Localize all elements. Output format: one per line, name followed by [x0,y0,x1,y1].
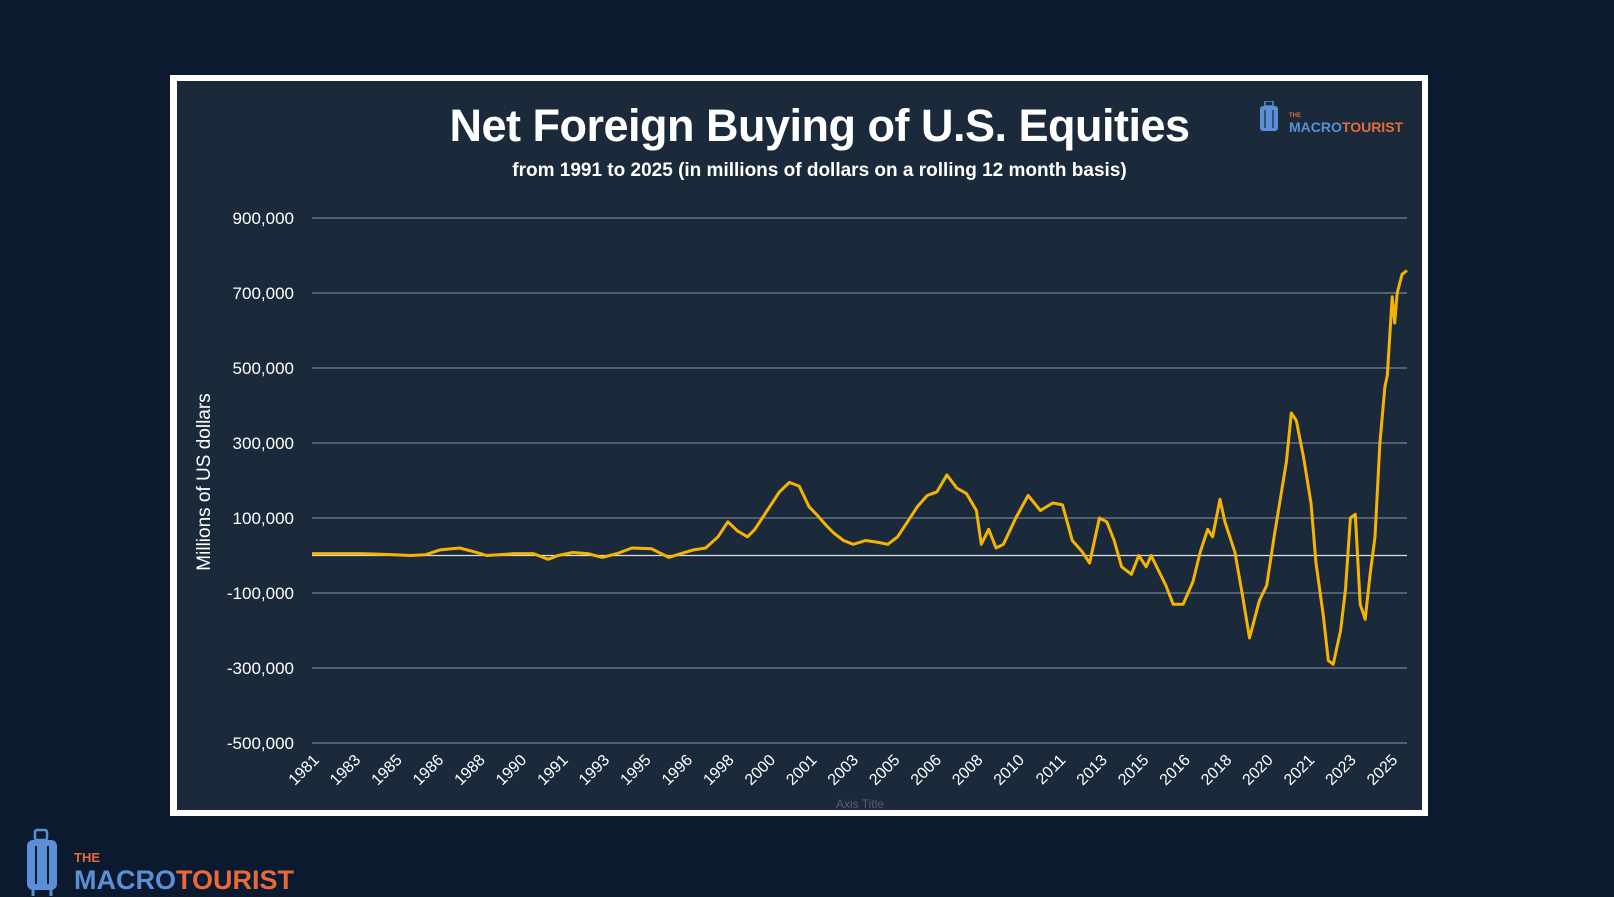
suitcase-icon [1260,101,1278,131]
x-tick-label: 2015 [1115,752,1152,789]
x-tick-label: 2001 [783,752,820,789]
y-tick-label: 300,000 [233,434,294,453]
brand-the: THE [74,850,100,865]
x-tick-label: 1985 [369,752,406,789]
x-tick-label: 1981 [286,752,323,789]
x-tick-label: 2016 [1157,752,1194,789]
x-tick-label: 1988 [452,752,489,789]
y-axis-label: Millions of US dollars [194,393,215,570]
series-line [312,269,1408,666]
x-axis-label: Axis Title [836,797,884,811]
brand-wordmark: MACROTOURIST [74,865,294,896]
x-tick-label: 2020 [1240,752,1277,789]
x-tick-label: 1990 [493,752,530,789]
brand-macro: MACRO [1289,119,1342,135]
x-tick-label: 2023 [1323,752,1360,789]
x-tick-label: 2013 [1074,752,1111,789]
x-tick-label: 1998 [700,752,737,789]
x-tick-label: 1986 [410,752,447,789]
y-tick-label: 500,000 [233,359,294,378]
x-tick-label: 1993 [576,752,613,789]
chart-subtitle: from 1991 to 2025 (in millions of dollar… [512,160,1127,181]
y-tick-label: 700,000 [233,284,294,303]
x-tick-label: 2010 [991,752,1028,789]
y-tick-label: -100,000 [227,584,294,603]
x-tick-label: 1983 [327,752,364,789]
x-tick-label: 2005 [866,752,903,789]
gridlines [312,217,1407,744]
x-tick-label: 2018 [1198,752,1235,789]
x-axis-ticks: 1981 1983 1985 1986 1988 1990 1991 1993 1995 1996… [286,752,1402,789]
x-tick-label: 2006 [908,752,945,789]
brand-wordmark: MACROTOURIST [1289,119,1403,135]
brand-logo-footer: THE MACROTOURIST [25,828,325,897]
y-axis-ticks: 900,000 700,000 500,000 300,000 100,000 -100,… [227,209,294,753]
x-tick-label: 1996 [659,752,696,789]
y-tick-label: 100,000 [233,509,294,528]
x-tick-label: 2008 [949,752,986,789]
brand-the: THE [1289,113,1301,119]
brand-tourist: TOURIST [176,865,295,895]
x-tick-label: 2000 [742,752,779,789]
y-tick-label: -500,000 [227,734,294,753]
x-tick-label: 2021 [1281,752,1318,789]
x-tick-label: 2025 [1364,752,1401,789]
chart-title: Net Foreign Buying of U.S. Equities [449,100,1190,151]
y-tick-label: 900,000 [233,209,294,228]
x-tick-label: 2003 [825,752,862,789]
x-tick-label: 1995 [617,752,654,789]
brand-tourist: TOURIST [1341,119,1404,135]
suitcase-icon [27,828,57,896]
brand-macro: MACRO [74,865,176,895]
brand-logo-small: THE MACROTOURIST [1258,101,1418,135]
series-group [312,269,1408,666]
y-tick-label: -300,000 [227,659,294,678]
chart-panel [177,81,1422,810]
x-tick-label: 1991 [535,752,572,789]
x-tick-label: 2011 [1033,752,1069,788]
